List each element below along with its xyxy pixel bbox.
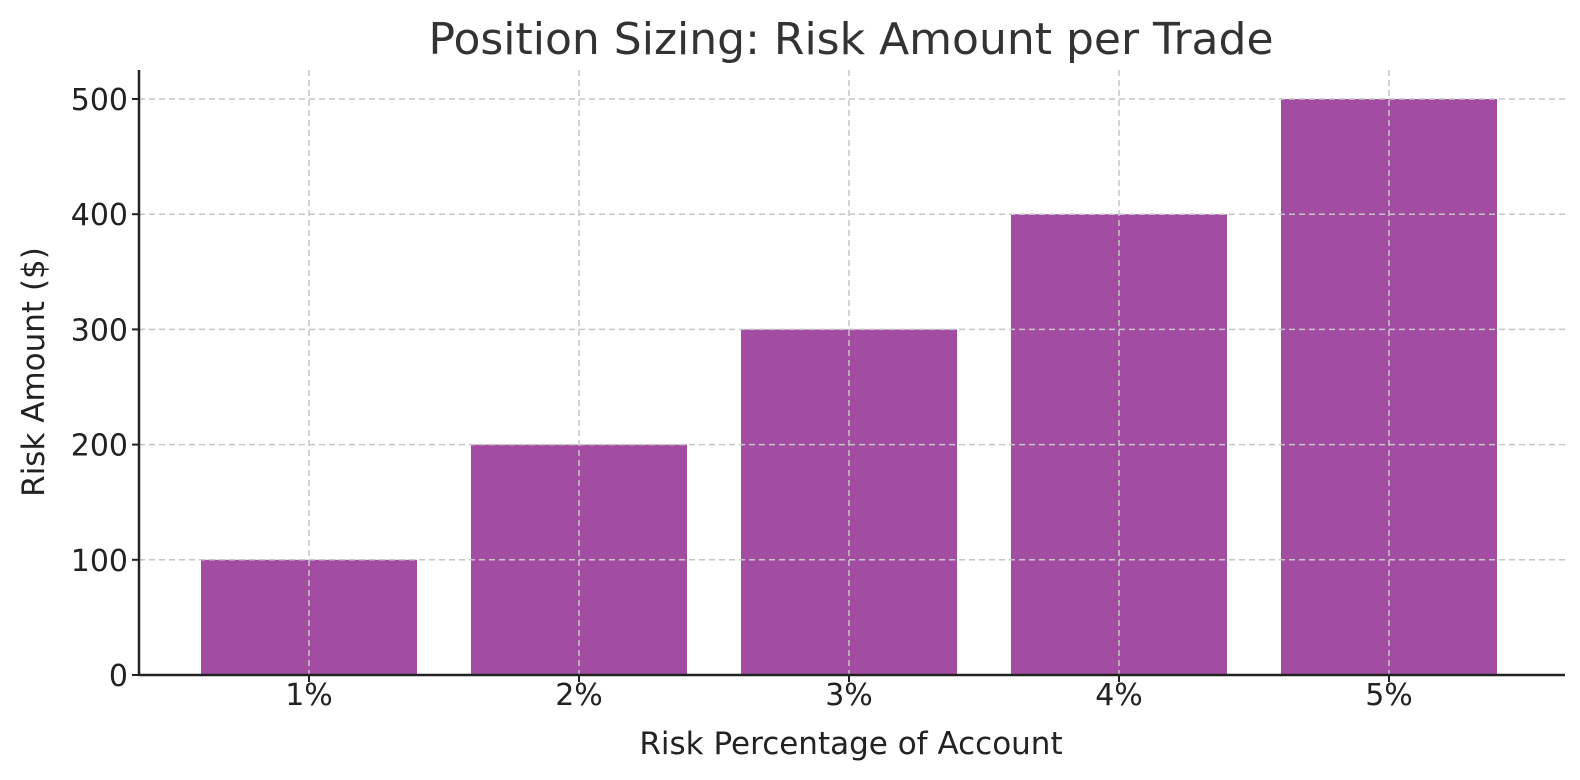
y-tick-label-2: 200 bbox=[71, 429, 128, 464]
x-tick-label-2: 2% bbox=[555, 678, 603, 713]
y-tick-label-3: 300 bbox=[71, 313, 128, 348]
y-tick-label-1: 100 bbox=[71, 544, 128, 579]
grid-lines bbox=[139, 70, 1565, 675]
y-tick-label-4: 400 bbox=[71, 198, 128, 233]
x-tick-label-5: 5% bbox=[1365, 678, 1413, 713]
x-tick-label-4: 4% bbox=[1095, 678, 1143, 713]
y-tick-label-5: 500 bbox=[71, 83, 128, 118]
x-tick-labels: 1% 2% 3% 4% 5% bbox=[285, 675, 1413, 713]
x-tick-label-1: 1% bbox=[285, 678, 333, 713]
axes bbox=[137, 70, 1565, 677]
chart-title: Position Sizing: Risk Amount per Trade bbox=[428, 14, 1273, 65]
bar-1 bbox=[201, 559, 417, 675]
y-tick-labels: 0 100 200 300 400 500 bbox=[71, 83, 139, 694]
x-axis-label: Risk Percentage of Account bbox=[639, 726, 1062, 762]
y-axis-label: Risk Amount ($) bbox=[16, 247, 52, 497]
y-tick-label-0: 0 bbox=[109, 659, 128, 694]
x-tick-label-3: 3% bbox=[825, 678, 873, 713]
